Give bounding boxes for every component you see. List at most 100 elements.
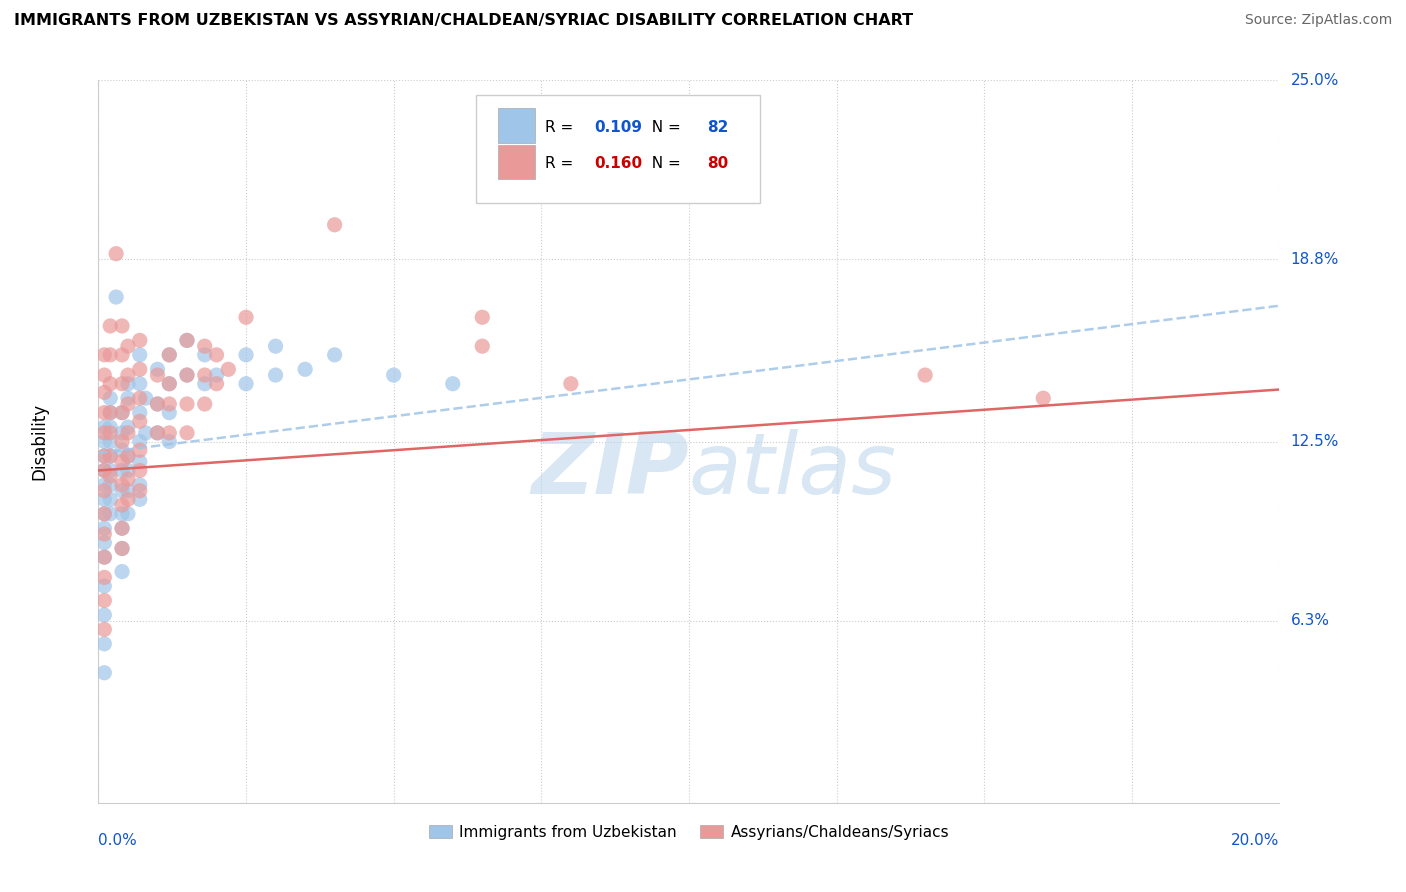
Point <box>93 492 115 507</box>
Point <box>93 623 115 637</box>
Point <box>98 507 121 521</box>
Point <box>111 521 134 535</box>
Point <box>93 348 115 362</box>
Point <box>194 339 217 353</box>
Point <box>128 391 150 405</box>
Point <box>471 339 494 353</box>
Text: 0.109: 0.109 <box>595 120 643 135</box>
Point <box>117 368 139 382</box>
Point <box>176 397 198 411</box>
Point <box>93 463 115 477</box>
Text: R =: R = <box>546 156 578 171</box>
Point <box>157 425 180 440</box>
Point <box>194 397 217 411</box>
Point <box>98 463 121 477</box>
Point <box>294 362 316 376</box>
Point <box>93 434 115 449</box>
Point <box>93 579 115 593</box>
Point <box>146 397 169 411</box>
Point <box>111 443 134 458</box>
Point <box>471 310 494 325</box>
Point <box>117 472 139 486</box>
Point <box>117 339 139 353</box>
Point <box>914 368 936 382</box>
Point <box>98 469 121 483</box>
Point <box>98 492 121 507</box>
Point <box>111 425 134 440</box>
Point <box>111 434 134 449</box>
Point <box>111 406 134 420</box>
Point <box>111 521 134 535</box>
Point <box>441 376 464 391</box>
Point <box>128 362 150 376</box>
Point <box>128 483 150 498</box>
Legend: Immigrants from Uzbekistan, Assyrians/Chaldeans/Syriacs: Immigrants from Uzbekistan, Assyrians/Ch… <box>423 819 955 846</box>
Point <box>176 368 198 382</box>
Text: N =: N = <box>641 120 685 135</box>
Point <box>205 368 228 382</box>
Point <box>264 339 287 353</box>
Point <box>93 425 115 440</box>
Text: 0.160: 0.160 <box>595 156 643 171</box>
Point <box>93 507 115 521</box>
Point <box>111 376 134 391</box>
Point <box>194 376 217 391</box>
Text: ZIP: ZIP <box>531 429 689 512</box>
Point <box>117 397 139 411</box>
Point <box>111 318 134 333</box>
Point <box>128 414 150 428</box>
Point <box>111 541 134 556</box>
FancyBboxPatch shape <box>477 95 759 203</box>
Point <box>128 376 150 391</box>
Point <box>93 478 115 492</box>
Point <box>128 492 150 507</box>
FancyBboxPatch shape <box>498 109 536 143</box>
Point <box>146 425 169 440</box>
Point <box>176 334 198 348</box>
Point <box>98 420 121 434</box>
Point <box>98 449 121 463</box>
Point <box>157 376 180 391</box>
Point <box>111 541 134 556</box>
Point <box>194 368 217 382</box>
Text: Source: ZipAtlas.com: Source: ZipAtlas.com <box>1244 13 1392 28</box>
Point <box>111 348 134 362</box>
Point <box>128 406 150 420</box>
Point <box>194 348 217 362</box>
Point <box>117 483 139 498</box>
Point <box>93 550 115 565</box>
Point <box>1032 391 1054 405</box>
Point <box>98 434 121 449</box>
Point <box>98 348 121 362</box>
Point <box>93 449 115 463</box>
Point <box>157 434 180 449</box>
Point <box>98 406 121 420</box>
Point <box>146 368 169 382</box>
Point <box>157 406 180 420</box>
Point <box>93 521 115 535</box>
Point <box>157 397 180 411</box>
Text: 18.8%: 18.8% <box>1291 252 1339 267</box>
Point <box>111 478 134 492</box>
Point <box>93 449 115 463</box>
Point <box>93 483 115 498</box>
Text: atlas: atlas <box>689 429 897 512</box>
Point <box>105 290 128 304</box>
Text: 0.0%: 0.0% <box>98 833 138 848</box>
Point <box>117 463 139 477</box>
Point <box>205 348 228 362</box>
Point <box>176 425 198 440</box>
Point <box>98 449 121 463</box>
Point <box>98 478 121 492</box>
Point <box>117 376 139 391</box>
Point <box>105 246 128 260</box>
Point <box>93 406 115 420</box>
Point <box>93 665 115 680</box>
Point <box>157 348 180 362</box>
Point <box>128 455 150 469</box>
Point <box>93 420 115 434</box>
Point <box>117 507 139 521</box>
Point <box>128 478 150 492</box>
Point <box>93 527 115 541</box>
Point <box>93 593 115 607</box>
